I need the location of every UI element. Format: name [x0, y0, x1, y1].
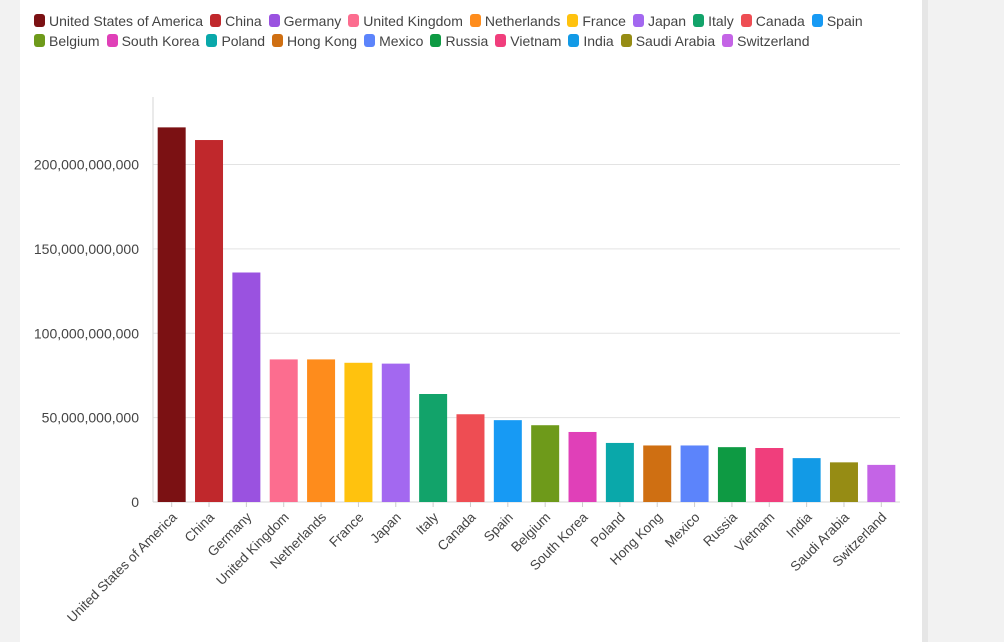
legend-item[interactable]: United Kingdom: [348, 12, 463, 29]
legend-item[interactable]: Italy: [693, 12, 734, 29]
bar[interactable]: [419, 394, 448, 502]
bar[interactable]: [269, 359, 298, 502]
legend-item[interactable]: Russia: [430, 32, 488, 49]
legend-label: Italy: [708, 12, 734, 29]
legend-item[interactable]: Hong Kong: [272, 32, 357, 49]
y-tick-label: 0: [131, 494, 139, 510]
legend-swatch: [34, 34, 45, 47]
y-tick-label: 50,000,000,000: [42, 410, 140, 426]
bar[interactable]: [568, 431, 597, 502]
legend-item[interactable]: Vietnam: [495, 32, 561, 49]
legend-swatch: [469, 14, 481, 27]
x-tick-label: Vietnam: [732, 510, 777, 555]
legend-label: United Kingdom: [363, 12, 463, 29]
scrollbar-track[interactable]: [922, 0, 928, 642]
legend-label: Belgium: [49, 32, 100, 49]
legend-label: China: [225, 12, 262, 29]
legend-item[interactable]: Mexico: [364, 32, 423, 49]
legend-swatch: [272, 34, 284, 47]
chart-card: United States of America China Germany Unit…: [20, 0, 922, 642]
legend-label: Vietnam: [510, 32, 562, 49]
legend-label: Netherlands: [484, 12, 561, 29]
legend-swatch: [568, 34, 580, 47]
legend-item[interactable]: Saudi Arabia: [620, 32, 716, 49]
bar[interactable]: [232, 272, 261, 503]
legend-item[interactable]: United States of America: [34, 12, 203, 29]
legend-swatch: [811, 14, 823, 27]
bar[interactable]: [717, 447, 746, 502]
bar[interactable]: [493, 420, 522, 502]
legend-swatch: [364, 34, 376, 47]
legend-swatch: [206, 34, 218, 47]
legend-swatch: [34, 14, 45, 27]
bar[interactable]: [344, 362, 373, 502]
legend-swatch: [430, 34, 442, 47]
x-tick-label: Italy: [413, 509, 441, 537]
chart-legend: United States of America China Germany Unit…: [34, 12, 894, 49]
legend-label: Poland: [221, 32, 266, 49]
bar[interactable]: [792, 458, 821, 502]
x-tick-label: Spain: [481, 510, 516, 545]
bar[interactable]: [867, 464, 896, 502]
legend-label: Russia: [445, 32, 489, 49]
legend-item[interactable]: Germany: [268, 12, 342, 29]
legend-label: India: [583, 32, 614, 49]
legend-label: Switzerland: [737, 32, 810, 49]
legend-item[interactable]: Netherlands: [469, 12, 561, 29]
bar[interactable]: [157, 127, 186, 502]
bar-chart: 0 50,000,000,000 100,000,000,000 150,000,00…: [34, 97, 900, 625]
legend-item[interactable]: Japan: [632, 12, 687, 29]
legend-swatch: [722, 34, 734, 47]
legend-item[interactable]: Switzerland: [722, 32, 810, 49]
bar[interactable]: [307, 359, 336, 502]
bar[interactable]: [381, 363, 410, 502]
legend-item[interactable]: India: [568, 32, 614, 49]
legend-label: Canada: [755, 12, 805, 29]
legend-label: Japan: [647, 12, 687, 29]
y-tick-label: 150,000,000,000: [34, 241, 139, 257]
legend-swatch: [495, 34, 507, 47]
bar[interactable]: [195, 140, 224, 502]
legend-item[interactable]: China: [210, 12, 262, 29]
bar[interactable]: [531, 425, 560, 502]
legend-swatch: [106, 34, 118, 47]
legend-label: Hong Kong: [287, 32, 358, 49]
x-tick-label: China: [182, 509, 218, 545]
legend-label: United States of America: [49, 12, 204, 29]
y-tick-label: 200,000,000,000: [34, 157, 139, 173]
bar[interactable]: [680, 445, 709, 502]
bar[interactable]: [643, 445, 672, 502]
legend-label: Germany: [283, 12, 342, 29]
legend-item[interactable]: Belgium: [34, 32, 100, 49]
legend-item[interactable]: Poland: [206, 32, 265, 49]
bar[interactable]: [755, 448, 784, 502]
legend-item[interactable]: Spain: [811, 12, 863, 29]
x-tick-label: Japan: [367, 510, 404, 547]
x-tick-label: United States of America: [64, 509, 180, 625]
legend-swatch: [210, 14, 222, 27]
legend-label: Saudi Arabia: [635, 32, 716, 49]
legend-swatch: [268, 14, 280, 27]
legend-swatch: [740, 14, 752, 27]
legend-label: France: [582, 12, 626, 29]
x-tick-label: India: [783, 509, 815, 541]
legend-item[interactable]: South Korea: [106, 32, 200, 49]
legend-label: Spain: [826, 12, 863, 29]
legend-swatch: [693, 14, 705, 27]
bar[interactable]: [456, 414, 485, 502]
legend-swatch: [348, 14, 360, 27]
legend-label: South Korea: [121, 32, 200, 49]
legend-swatch: [632, 14, 644, 27]
legend-item[interactable]: Canada: [740, 12, 805, 29]
x-tick-label: Mexico: [662, 510, 703, 551]
legend-label: Mexico: [379, 32, 424, 49]
legend-swatch: [620, 34, 632, 47]
bar[interactable]: [605, 442, 634, 502]
bar[interactable]: [829, 462, 858, 502]
x-tick-label: France: [326, 510, 366, 550]
legend-swatch: [567, 14, 579, 27]
y-tick-label: 100,000,000,000: [34, 325, 139, 341]
legend-item[interactable]: France: [567, 12, 626, 29]
x-tick-label: Canada: [435, 509, 479, 553]
